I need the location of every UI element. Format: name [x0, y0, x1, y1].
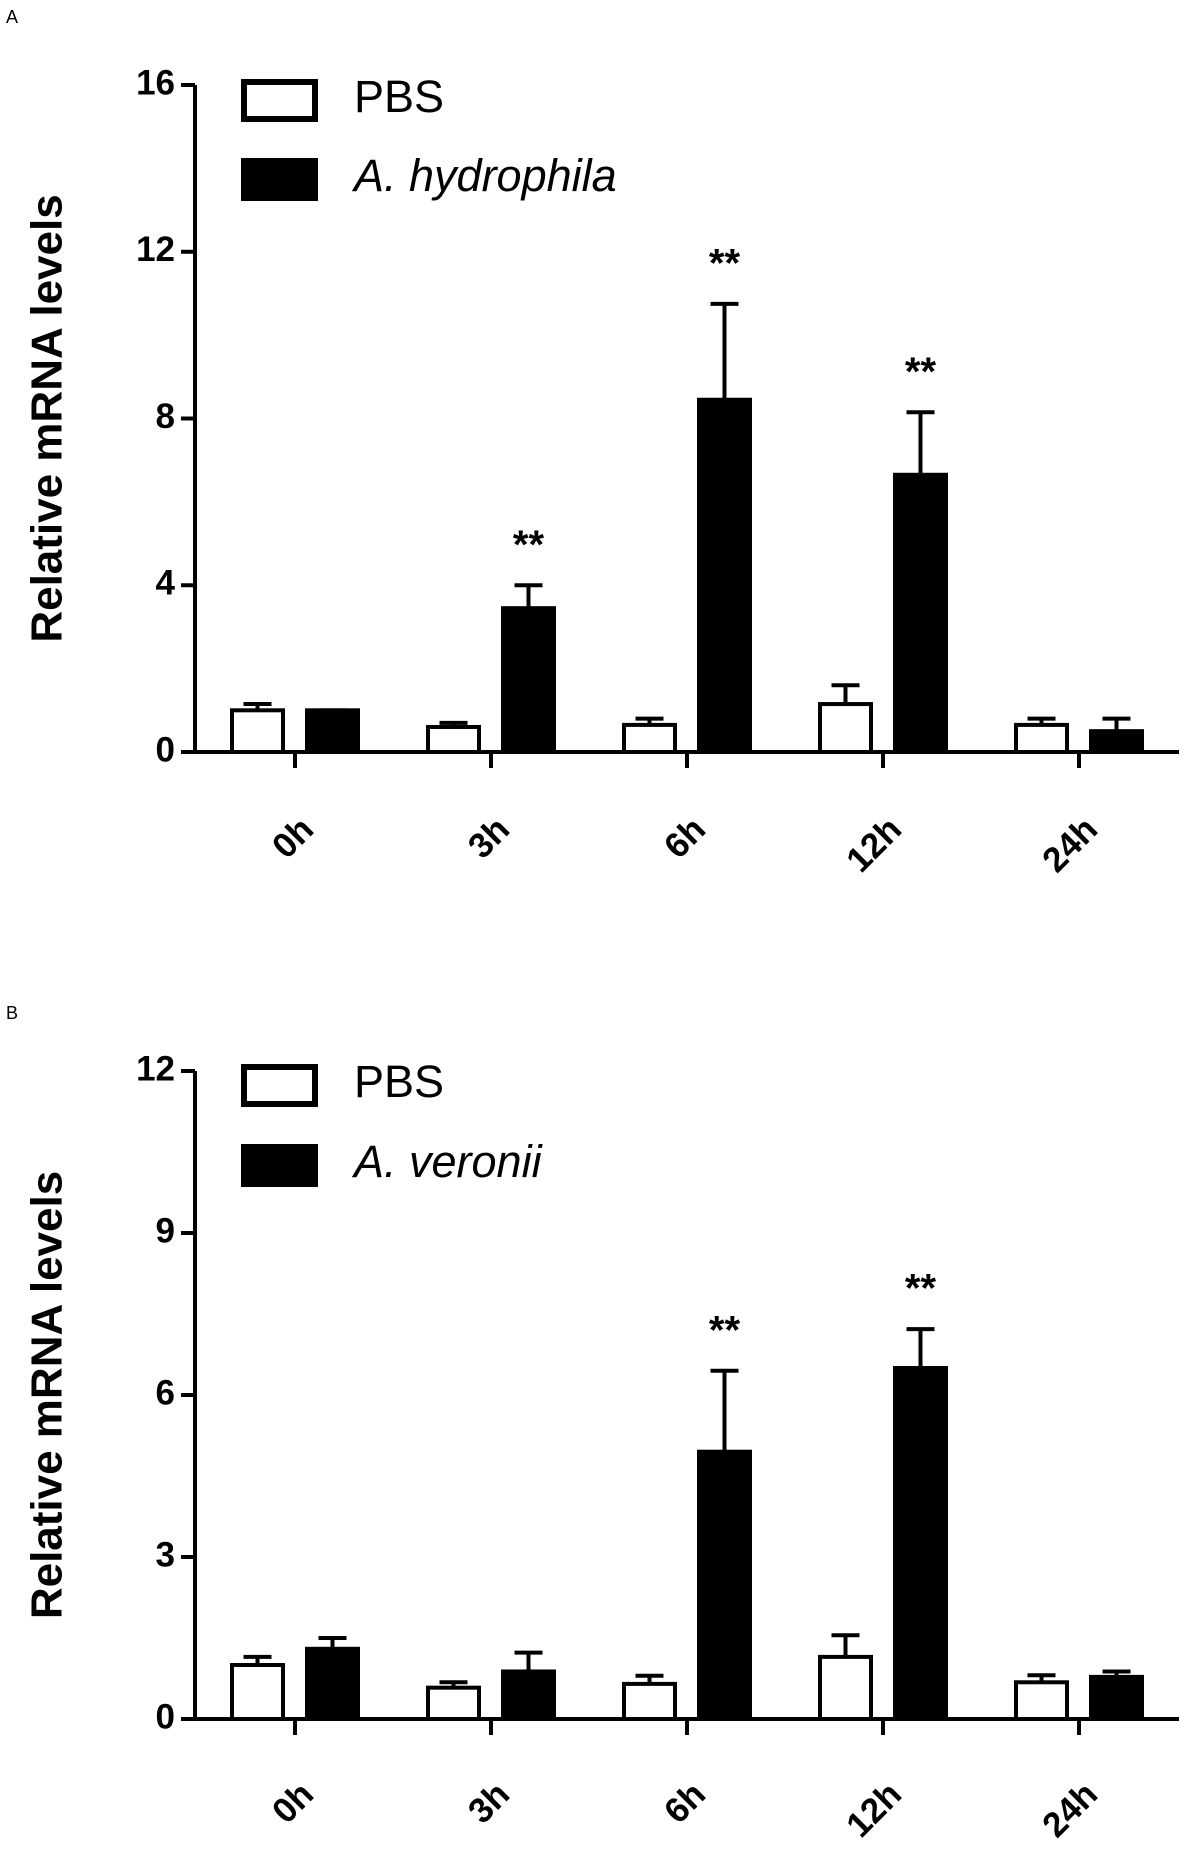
- bar: [305, 708, 360, 754]
- significance: **: [513, 523, 545, 567]
- bar: [622, 722, 677, 755]
- significance: **: [709, 1308, 741, 1352]
- bar: [426, 1685, 481, 1722]
- legend-label: PBS: [354, 1056, 444, 1107]
- y-tick-label: 0: [156, 1697, 175, 1736]
- x-tick-label: 12h: [839, 1775, 909, 1845]
- bar: [230, 1663, 285, 1721]
- y-axis-label: Relative mRNA levels: [23, 194, 72, 642]
- y-axis-label: Relative mRNA levels: [23, 1171, 72, 1619]
- legend-label: A. hydrophila: [351, 150, 617, 201]
- bar: [305, 1646, 360, 1722]
- y-tick-label: 3: [156, 1535, 175, 1574]
- x-tick-label: 6h: [657, 1775, 713, 1831]
- legend-swatch: [241, 79, 318, 122]
- x-tick-label: 3h: [461, 1775, 517, 1831]
- legend-swatch: [241, 158, 318, 201]
- significance: **: [905, 350, 937, 394]
- bar: [1014, 1680, 1069, 1722]
- bar: [1089, 1674, 1144, 1722]
- y-tick-label: 12: [136, 1049, 175, 1088]
- y-tick-label: 12: [136, 230, 175, 269]
- y-tick-label: 8: [156, 397, 175, 436]
- x-tick-label: 24h: [1035, 1775, 1105, 1845]
- bar: [893, 1366, 948, 1721]
- bar: [818, 702, 873, 755]
- significance: **: [905, 1267, 937, 1311]
- legend-swatch: [241, 1064, 318, 1107]
- bar: [230, 708, 285, 754]
- y-tick-label: 16: [136, 63, 175, 102]
- x-tick-label: 3h: [461, 810, 517, 866]
- x-tick-label: 6h: [657, 810, 713, 866]
- bar: [1089, 729, 1144, 754]
- legend-label: PBS: [354, 71, 444, 122]
- panel-label: B: [6, 1003, 18, 1023]
- y-tick-label: 0: [156, 730, 175, 769]
- x-tick-label: 24h: [1035, 810, 1105, 880]
- bar: [622, 1681, 677, 1722]
- bar: [818, 1654, 873, 1722]
- bar: [426, 724, 481, 754]
- y-tick-label: 6: [156, 1373, 175, 1412]
- panel-label: A: [6, 7, 18, 27]
- bar: [501, 606, 556, 754]
- x-tick-label: 0h: [265, 1775, 321, 1831]
- bar: [501, 1669, 556, 1721]
- bar: [697, 1449, 752, 1721]
- y-tick-label: 4: [156, 564, 176, 603]
- bar: [697, 397, 752, 754]
- y-tick-label: 9: [156, 1211, 175, 1250]
- x-tick-label: 12h: [839, 810, 909, 880]
- significance: **: [709, 241, 741, 285]
- bar: [893, 472, 948, 754]
- legend-swatch: [241, 1144, 318, 1187]
- legend-label: A. veronii: [351, 1136, 544, 1187]
- x-tick-label: 0h: [265, 810, 321, 866]
- bar: [1014, 722, 1069, 755]
